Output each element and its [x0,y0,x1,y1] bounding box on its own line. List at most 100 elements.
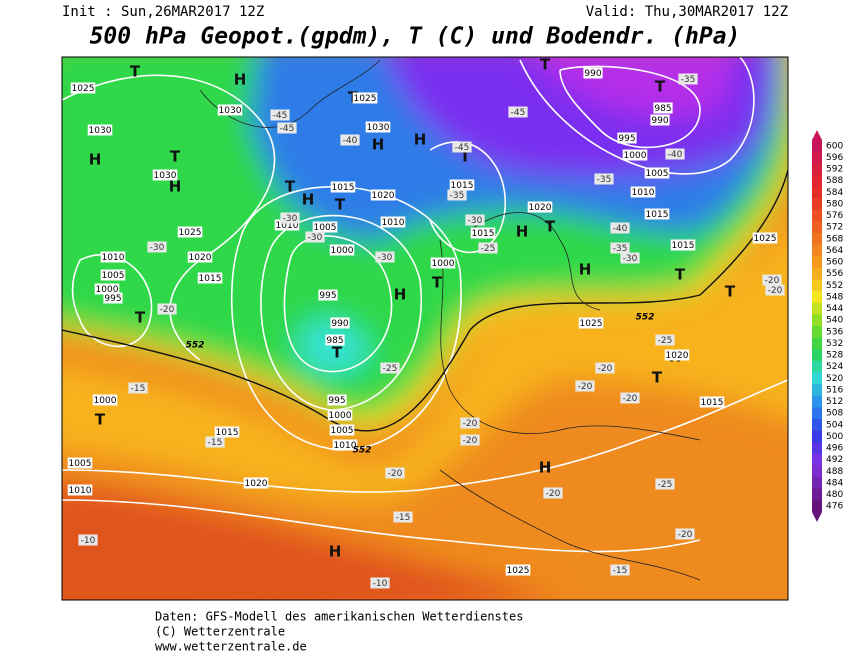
colorbar-swatch [812,233,822,245]
colorbar-swatch [812,267,822,280]
temperature-label-box [620,252,640,264]
isohypse-552 [62,169,788,432]
pressure-center: T [432,274,443,292]
colorbar-label: 532 [826,339,843,349]
isobar-label-box [622,149,648,161]
isobar-label: 990 [584,69,601,79]
isobar-label: 1005 [314,223,337,233]
pressure-center: H [329,543,342,561]
colorbar-label: 548 [826,292,843,302]
isobar-label: 1030 [154,171,177,181]
colorbar-label: 480 [826,490,843,500]
colorbar-label: 520 [826,374,843,384]
temperature-label-box [675,528,695,540]
temperature-label-box [610,564,630,576]
colorbar-label: 524 [826,362,843,372]
colorbar-swatch [812,163,822,176]
pressure-center: T [95,411,106,429]
colorbar-swatch [812,151,822,164]
isobar-label-box [197,272,223,284]
temperature-label-box [620,392,640,404]
pressure-center: T [135,309,146,327]
colorbar-swatch [812,453,822,466]
isobar-label: 1005 [102,271,125,281]
pressure-center: T [170,148,181,166]
isobar-label: 995 [618,134,635,144]
colorbar-label: 536 [826,327,843,337]
temperature-label: -40 [613,224,628,234]
pressure-center: H [394,286,407,304]
pressure-center: H [89,151,102,169]
colorbar-swatch [812,186,822,199]
temperature-label: -45 [455,143,470,153]
isobar-label-box [330,317,350,329]
isobar-label: 1010 [632,188,655,198]
colorbar-label: 492 [826,455,843,465]
temperature-label: -25 [481,244,496,254]
colorbar-swatch [812,279,822,292]
pressure-center: T [675,266,686,284]
temperature-label-box [610,222,630,234]
colorbar-swatch [812,477,822,490]
pressure-center: T [332,344,343,362]
temperature-label-box [78,534,98,546]
colorbar-label: 540 [826,316,843,326]
isobar-label: 1025 [507,566,530,576]
temperature-label: -15 [131,384,146,394]
temperature-label: -30 [378,253,393,263]
colorbar-label: 552 [826,281,843,291]
colorbar-swatch [812,500,822,513]
map-title: 500 hPa Geopot.(gpdm), T (C) und Bodendr… [90,24,741,50]
isobar-label-box [330,181,356,193]
colorbar-swatch [812,407,822,420]
isobar-label-box [312,221,338,233]
isobar-label-box [87,124,113,136]
colorbar-swatch [812,337,822,350]
temperature-label-box [277,122,297,134]
isobar-label: 1020 [372,191,395,201]
isobar-label-box [100,251,126,263]
temperature-label-box [380,362,400,374]
temperature-label: -20 [546,489,561,499]
colorbar-swatch [812,384,822,397]
temperature-label: -30 [468,216,483,226]
isobar-label: 1015 [701,398,724,408]
isobar-label: 1015 [646,210,669,220]
colorbar-label: 556 [826,269,843,279]
isohypse-label: 552 [186,341,205,351]
map-field: HHHHHHHHHHHHTTTTTTTTTTTTTTTTT10251030103… [62,57,788,600]
pressure-center: T [335,196,346,214]
temperature-label-box [543,487,563,499]
temperature-label-box [270,109,290,121]
colorbar-label: 476 [826,502,843,512]
colorbar-swatch [812,198,822,211]
colorbar-cap [812,512,822,522]
isobar-label-box [670,239,696,251]
isobar-label-box [699,396,725,408]
footer-line: www.wetterzentrale.de [155,640,307,654]
isobar-label-box [103,292,123,304]
isobar-label-box [365,121,391,133]
isohypse-label: 552 [636,313,655,323]
temperature-label-box [508,106,528,118]
temperature-label-box [280,212,300,224]
isobar-label-box [505,564,531,576]
temperature-label-box [665,148,685,160]
colorbar-swatch [812,302,822,315]
colorbar-label: 564 [826,246,843,256]
colorbar-label: 528 [826,351,843,361]
isobar-label-box [430,257,456,269]
temperature-label: -20 [463,436,478,446]
isobar-label-box [617,132,637,144]
temperature-label-box [655,334,675,346]
footer-line: (C) Wetterzentrale [155,625,285,639]
isobar-label-box [583,67,603,79]
pressure-center: H [169,178,182,196]
isobar-label-box [67,484,93,496]
isobar-label: 1010 [276,221,299,231]
temperature-label-box [447,189,467,201]
isobar-label: 1010 [382,218,405,228]
temperature-label-box [610,242,630,254]
temperature-label-box [460,417,480,429]
colorbar-label: 600 [826,141,843,151]
